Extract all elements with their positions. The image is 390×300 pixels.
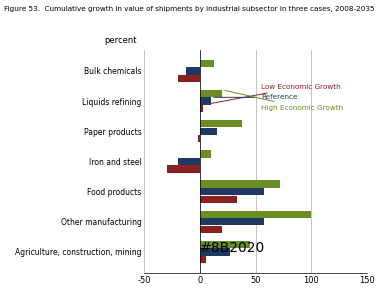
Text: #8B2020: #8B2020 [200,241,265,255]
Bar [200,211,311,218]
Bar [178,158,200,165]
Text: percent: percent [104,36,136,45]
Bar [167,165,200,172]
Bar [200,196,237,203]
Bar [198,135,200,142]
Bar [200,98,211,105]
Bar [186,67,200,75]
Bar [200,188,264,195]
Text: Reference: Reference [214,94,298,100]
Text: Figure 53.  Cumulative growth in value of shipments by industrial subsector in t: Figure 53. Cumulative growth in value of… [4,6,374,12]
Bar [200,128,217,135]
Bar [200,90,222,97]
Bar [200,248,230,256]
Text: High Economic Growth: High Economic Growth [225,90,344,111]
Bar [200,120,242,127]
Bar [200,60,214,67]
Bar [178,75,200,82]
Bar [200,150,211,158]
Bar [200,180,280,188]
Bar [200,226,222,233]
Bar [200,241,250,248]
Bar [200,105,203,112]
Text: Low Economic Growth: Low Economic Growth [206,84,341,104]
Bar [200,218,264,225]
Bar [200,256,206,263]
